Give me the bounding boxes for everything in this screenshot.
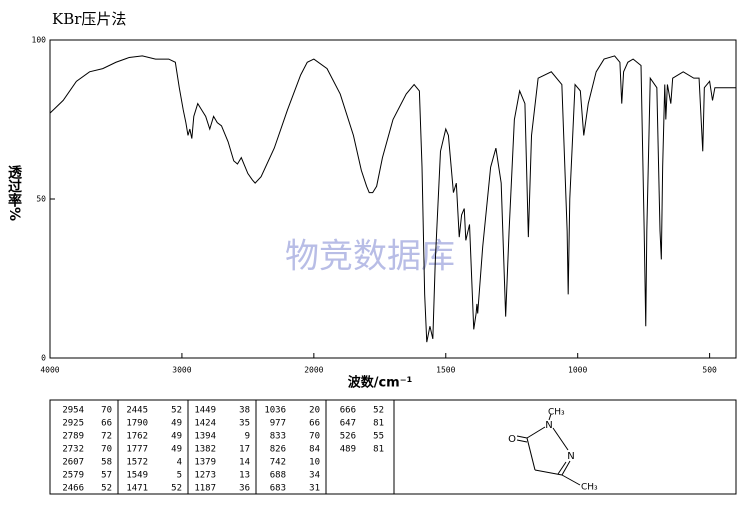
- atom-label: O: [508, 434, 516, 445]
- x-tick-label: 2000: [304, 366, 323, 375]
- peak-transmittance: 81: [373, 445, 384, 455]
- x-axis-label: 波数/cm⁻¹: [348, 375, 413, 391]
- peak-wavenumber: 833: [270, 432, 286, 442]
- x-tick-label: 500: [702, 366, 717, 375]
- bond: [548, 413, 552, 421]
- peak-transmittance: 70: [309, 432, 320, 442]
- peak-transmittance: 66: [309, 419, 320, 429]
- bond: [534, 469, 563, 476]
- peak-transmittance: 35: [239, 419, 250, 429]
- peak-transmittance: 31: [309, 484, 320, 494]
- peak-transmittance: 58: [101, 458, 112, 468]
- bond: [526, 426, 546, 439]
- table-dividers: [117, 400, 395, 494]
- peak-wavenumber: 2732: [62, 445, 84, 455]
- x-tick-label: 1500: [436, 366, 455, 375]
- peak-transmittance: 4: [177, 458, 182, 468]
- peak-transmittance: 52: [101, 484, 112, 494]
- y-tick-label: 100: [32, 36, 47, 45]
- peak-wavenumber: 666: [340, 406, 356, 416]
- bond: [552, 427, 569, 451]
- peak-transmittance: 52: [171, 484, 182, 494]
- peak-wavenumber: 526: [340, 432, 356, 442]
- peak-wavenumber: 1382: [194, 445, 216, 455]
- peak-wavenumber: 2925: [62, 419, 84, 429]
- peak-wavenumber: 826: [270, 445, 286, 455]
- bond: [561, 474, 581, 486]
- peak-transmittance: 34: [309, 471, 320, 481]
- peak-transmittance: 70: [101, 406, 112, 416]
- peak-transmittance: 52: [171, 406, 182, 416]
- peak-transmittance: 13: [239, 471, 250, 481]
- peak-wavenumber: 2954: [62, 406, 84, 416]
- peak-wavenumber: 2607: [62, 458, 84, 468]
- peak-transmittance: 55: [373, 432, 384, 442]
- peak-wavenumber: 1572: [126, 458, 148, 468]
- y-axis-label: 透过率%: [6, 165, 22, 221]
- peak-wavenumber: 1777: [126, 445, 148, 455]
- peak-transmittance: 9: [245, 432, 250, 442]
- peak-wavenumber: 1762: [126, 432, 148, 442]
- peak-transmittance: 57: [101, 471, 112, 481]
- peak-wavenumber: 1394: [194, 432, 216, 442]
- peak-wavenumber: 683: [270, 484, 286, 494]
- peak-wavenumber: 742: [270, 458, 286, 468]
- bond: [557, 461, 567, 475]
- peak-wavenumber: 1471: [126, 484, 148, 494]
- peak-wavenumber: 489: [340, 445, 356, 455]
- peak-transmittance: 5: [177, 471, 182, 481]
- x-tick-label: 4000: [40, 366, 59, 375]
- peak-wavenumber: 2445: [126, 406, 148, 416]
- peak-wavenumber: 688: [270, 471, 286, 481]
- chart-title: KBr压片法: [52, 10, 126, 28]
- peak-transmittance: 49: [171, 445, 182, 455]
- peak-transmittance: 81: [373, 419, 384, 429]
- peak-transmittance: 84: [309, 445, 320, 455]
- atom-label: CH₃: [548, 408, 565, 418]
- peak-transmittance: 10: [309, 458, 320, 468]
- peak-transmittance: 20: [309, 406, 320, 416]
- y-tick-label: 0: [41, 354, 46, 363]
- watermark: 物竞数据库: [285, 237, 455, 277]
- peak-wavenumber: 1379: [194, 458, 216, 468]
- bond: [516, 435, 528, 439]
- peak-transmittance: 52: [373, 406, 384, 416]
- peak-transmittance: 66: [101, 419, 112, 429]
- peak-wavenumber: 2466: [62, 484, 84, 494]
- peak-wavenumber: 2579: [62, 471, 84, 481]
- structure-bonds: [516, 413, 581, 486]
- peak-wavenumber: 647: [340, 419, 356, 429]
- peak-transmittance: 17: [239, 445, 250, 455]
- atom-label: CH₃: [581, 483, 598, 493]
- spectrum-line: [49, 55, 736, 343]
- peak-transmittance: 36: [239, 484, 250, 494]
- peak-transmittance: 49: [171, 419, 182, 429]
- atom-label: N: [567, 451, 574, 462]
- plot-frame: [49, 39, 737, 359]
- peak-transmittance: 72: [101, 432, 112, 442]
- peak-wavenumber: 1790: [126, 419, 148, 429]
- y-tick-label: 50: [36, 195, 46, 204]
- peak-wavenumber: 1036: [264, 406, 286, 416]
- x-tick-label: 1000: [568, 366, 587, 375]
- x-tick-label: 3000: [172, 366, 191, 375]
- peak-wavenumber: 1549: [126, 471, 148, 481]
- table-frame: [49, 399, 737, 495]
- peak-transmittance: 14: [239, 458, 250, 468]
- peak-transmittance: 38: [239, 406, 250, 416]
- atom-label: N: [545, 420, 552, 431]
- peak-wavenumber: 1187: [194, 484, 216, 494]
- bond: [561, 460, 571, 476]
- peak-wavenumber: 977: [270, 419, 286, 429]
- peak-wavenumber: 2789: [62, 432, 84, 442]
- peak-transmittance: 70: [101, 445, 112, 455]
- peak-wavenumber: 1424: [194, 419, 216, 429]
- peak-transmittance: 49: [171, 432, 182, 442]
- bond: [526, 437, 536, 471]
- peak-wavenumber: 1273: [194, 471, 216, 481]
- peak-wavenumber: 1449: [194, 406, 216, 416]
- bond: [516, 439, 528, 443]
